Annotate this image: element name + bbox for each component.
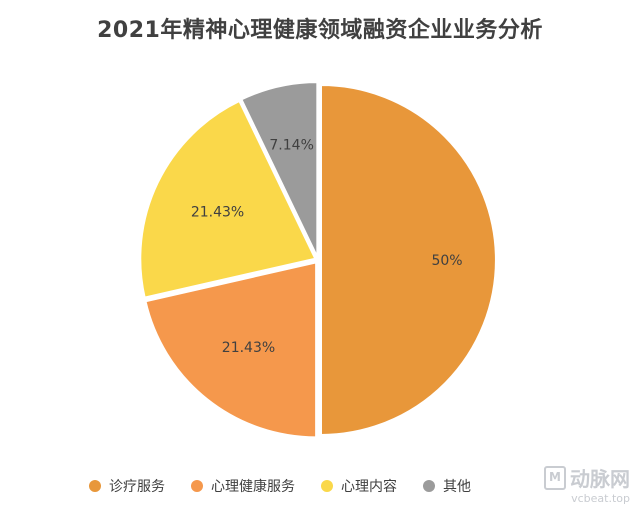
legend-swatch	[423, 480, 435, 492]
legend-label: 诊疗服务	[109, 479, 165, 495]
pie-chart: 50% 21.43% 21.43% 7.14%	[139, 81, 497, 439]
watermark-logo: M 动脉网	[544, 463, 630, 492]
legend-swatch	[321, 480, 333, 492]
data-label: 7.14%	[269, 137, 313, 153]
slice-mental-content	[139, 99, 317, 299]
chart-title: 2021年精神心理健康领域融资企业业务分析	[97, 18, 543, 43]
legend-item-diagnosis: 诊疗服务	[89, 476, 165, 496]
legend-swatch	[89, 480, 101, 492]
legend-item-mental-content: 心理内容	[321, 476, 397, 496]
slice-mental-health-service	[144, 261, 318, 439]
logo-icon: M	[544, 465, 566, 490]
data-label: 21.43%	[222, 340, 275, 356]
legend-swatch	[191, 480, 203, 492]
watermark-logo-text: 动脉网	[570, 467, 630, 491]
data-label: 21.43%	[191, 205, 244, 221]
slice-diagnosis-service	[320, 83, 497, 437]
legend-item-mental-health-service: 心理健康服务	[191, 476, 295, 496]
watermark: M 动脉网 vcbeat.top	[544, 463, 630, 505]
slice-other	[240, 81, 319, 258]
watermark-url: vcbeat.top	[571, 492, 630, 505]
legend-label: 心理健康服务	[211, 479, 295, 495]
legend-item-other: 其他	[423, 476, 471, 496]
data-label: 50%	[431, 253, 462, 269]
legend-label: 心理内容	[341, 479, 397, 495]
legend-label: 其他	[443, 479, 471, 495]
legend: 诊疗服务 心理健康服务 心理内容 其他	[0, 476, 560, 496]
